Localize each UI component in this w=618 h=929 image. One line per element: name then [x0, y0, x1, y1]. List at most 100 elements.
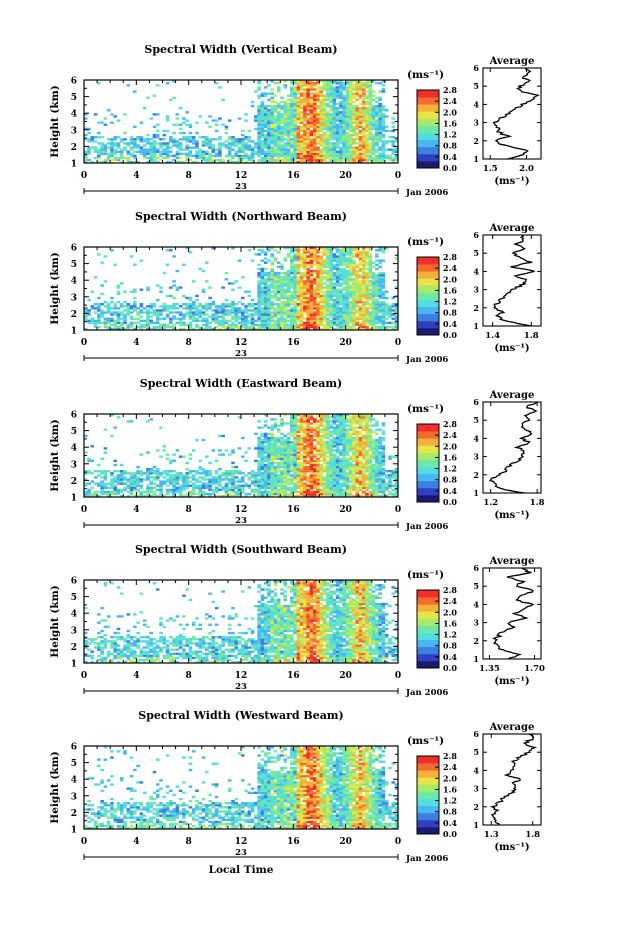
heatmap-cell — [205, 321, 209, 325]
heatmap-cell — [267, 111, 271, 114]
heatmap-cell — [165, 150, 170, 153]
heatmap-cell — [270, 327, 275, 331]
heatmap-cell — [201, 323, 206, 327]
heatmap-cell — [306, 298, 310, 302]
heatmap-cell — [113, 263, 118, 266]
heatmap-cell — [339, 131, 343, 135]
heatmap-cell — [371, 321, 376, 325]
heatmap-cell — [267, 315, 271, 318]
heatmap-cell — [263, 311, 268, 314]
heatmap-cell — [273, 298, 278, 302]
heatmap-cell — [312, 325, 317, 329]
heatmap-cell — [260, 269, 265, 273]
heatmap-cell — [335, 129, 340, 133]
heatmap-cell — [280, 154, 284, 158]
heatmap-cell — [152, 321, 157, 325]
heatmap-cell — [185, 484, 189, 487]
heatmap-cell — [198, 267, 203, 271]
heatmap-cell — [260, 292, 265, 296]
heatmap-cell — [123, 321, 127, 325]
heatmap-cell — [286, 156, 291, 160]
heatmap-cell — [316, 160, 320, 164]
heatmap-cell — [348, 125, 353, 129]
heatmap-cell — [214, 319, 219, 323]
heatmap-cell — [365, 138, 369, 141]
heatmap-cell — [201, 290, 206, 293]
heatmap-cell — [201, 154, 206, 158]
heatmap-cell — [329, 136, 333, 139]
heatmap-cell — [257, 478, 261, 481]
heatmap-cell — [263, 467, 268, 471]
heatmap-cell — [188, 158, 193, 162]
heatmap-cell — [270, 129, 275, 133]
heatmap-cell — [299, 278, 304, 281]
heatmap-cell — [276, 158, 281, 162]
heatmap-cell — [335, 82, 340, 85]
heatmap-cell — [306, 138, 310, 141]
heatmap-cell — [329, 115, 333, 118]
heatmap-cell — [316, 296, 320, 300]
heatmap-cell — [358, 136, 363, 139]
heatmap-cell — [306, 296, 310, 300]
heatmap-cell — [270, 276, 275, 279]
heatmap-cell — [195, 484, 199, 487]
heatmap-cell — [146, 327, 150, 331]
heatmap-cell — [254, 488, 258, 492]
heatmap-cell — [90, 494, 95, 498]
heatmap-cell — [182, 455, 186, 458]
heatmap-cell — [394, 319, 399, 323]
heatmap-cell — [133, 321, 137, 325]
heatmap-cell — [116, 480, 121, 483]
heatmap-cell — [201, 156, 206, 160]
heatmap-cell — [362, 284, 366, 287]
heatmap-cell — [211, 492, 216, 496]
heatmap-cell — [139, 490, 144, 494]
heatmap-cell — [139, 472, 144, 475]
heatmap-cell — [100, 121, 104, 124]
heatmap-cell — [303, 253, 307, 256]
heatmap-cell — [149, 150, 153, 153]
heatmap-cell — [381, 327, 386, 331]
heatmap-cell — [381, 84, 386, 87]
heatmap-cell — [290, 125, 294, 129]
heatmap-cell — [332, 96, 337, 99]
heatmap-cell — [358, 257, 363, 260]
heatmap-cell — [218, 478, 222, 481]
heatmap-cell — [326, 249, 330, 252]
heatmap-cell — [303, 98, 307, 102]
heatmap-cell — [299, 150, 304, 153]
heatmap-cell — [267, 309, 271, 312]
heatmap-cell — [93, 303, 98, 306]
heatmap-cell — [182, 131, 186, 135]
heatmap-cell — [312, 292, 317, 296]
heatmap-cell — [224, 146, 229, 149]
heatmap-cell — [326, 323, 330, 327]
heatmap-cell — [267, 273, 271, 277]
heatmap-cell — [237, 154, 242, 158]
heatmap-cell — [322, 290, 327, 293]
heatmap-cell — [290, 129, 294, 133]
heatmap-cell — [286, 113, 291, 116]
heatmap-cell — [100, 472, 104, 475]
heatmap-cell — [129, 311, 134, 314]
heatmap-cell — [319, 284, 324, 287]
heatmap-cell — [293, 461, 297, 465]
heatmap-cell — [205, 317, 209, 320]
heatmap-cell — [188, 146, 193, 149]
heatmap-cell — [283, 300, 288, 304]
heatmap-cell — [100, 482, 104, 485]
heatmap-cell — [263, 156, 268, 160]
heatmap-cell — [211, 476, 216, 479]
heatmap-cell — [172, 474, 176, 477]
heatmap-cell — [335, 284, 340, 287]
heatmap-cell — [371, 106, 376, 110]
heatmap-cell — [342, 313, 346, 316]
heatmap-cell — [378, 96, 382, 99]
heatmap-cell — [365, 144, 369, 147]
heatmap-cell — [205, 486, 209, 490]
heatmap-cell — [191, 482, 196, 485]
heatmap-cell — [358, 158, 363, 162]
heatmap-cell — [116, 311, 121, 314]
heatmap-cell — [303, 305, 307, 308]
